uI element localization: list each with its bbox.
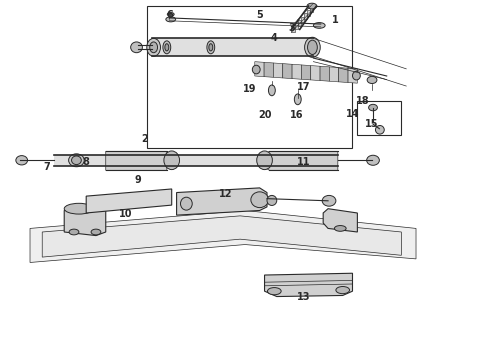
Ellipse shape (367, 155, 379, 165)
Ellipse shape (367, 76, 377, 84)
Polygon shape (86, 189, 172, 213)
Text: 1: 1 (332, 15, 339, 26)
Polygon shape (273, 63, 283, 78)
Polygon shape (311, 66, 320, 81)
Ellipse shape (180, 197, 192, 210)
Bar (307, 10, 310, 15)
Ellipse shape (268, 288, 281, 295)
Ellipse shape (165, 44, 169, 51)
Polygon shape (348, 68, 357, 83)
Ellipse shape (267, 195, 277, 206)
Ellipse shape (91, 229, 101, 235)
Ellipse shape (69, 229, 79, 235)
Ellipse shape (305, 37, 320, 57)
Bar (54, 155, 338, 166)
Text: 15: 15 (365, 120, 379, 129)
Ellipse shape (166, 17, 175, 22)
Ellipse shape (334, 226, 346, 231)
Text: 10: 10 (119, 209, 132, 219)
Ellipse shape (251, 192, 269, 208)
Polygon shape (292, 64, 301, 79)
Ellipse shape (294, 94, 301, 105)
Bar (301, 17, 304, 22)
Bar (298, 20, 301, 26)
Text: 19: 19 (243, 84, 257, 94)
Text: 17: 17 (297, 82, 310, 92)
Ellipse shape (336, 287, 349, 294)
Ellipse shape (16, 156, 27, 165)
Ellipse shape (308, 40, 318, 54)
Text: 4: 4 (271, 33, 278, 43)
Polygon shape (176, 188, 267, 215)
Ellipse shape (150, 42, 158, 53)
Ellipse shape (252, 65, 260, 74)
Ellipse shape (69, 154, 84, 167)
Bar (152, 39, 314, 56)
Ellipse shape (322, 195, 336, 206)
Text: 5: 5 (256, 10, 263, 20)
Bar (147, 6, 352, 148)
Polygon shape (301, 65, 311, 80)
Ellipse shape (352, 71, 360, 80)
Polygon shape (339, 68, 348, 82)
Ellipse shape (375, 126, 384, 134)
Polygon shape (264, 62, 273, 77)
Bar (304, 13, 307, 19)
Ellipse shape (209, 44, 213, 51)
Bar (310, 6, 314, 12)
Ellipse shape (207, 41, 215, 54)
Polygon shape (106, 151, 176, 170)
Ellipse shape (163, 41, 171, 54)
Polygon shape (64, 205, 106, 235)
Bar (292, 27, 294, 32)
Polygon shape (329, 67, 339, 82)
Ellipse shape (368, 104, 377, 111)
Polygon shape (262, 151, 338, 170)
Ellipse shape (164, 151, 179, 170)
Ellipse shape (147, 39, 160, 56)
Text: 6: 6 (166, 10, 172, 20)
Text: 7: 7 (44, 162, 50, 172)
Text: 9: 9 (134, 175, 141, 185)
Ellipse shape (257, 151, 272, 170)
Text: 14: 14 (346, 109, 359, 119)
Ellipse shape (307, 3, 317, 9)
Text: 20: 20 (258, 111, 271, 121)
Polygon shape (283, 64, 292, 78)
Text: 12: 12 (219, 189, 232, 199)
Ellipse shape (269, 85, 275, 96)
Ellipse shape (131, 42, 143, 53)
Text: 16: 16 (290, 111, 303, 121)
Ellipse shape (72, 156, 81, 165)
Text: 8: 8 (83, 157, 90, 167)
Polygon shape (265, 273, 352, 297)
Ellipse shape (314, 23, 325, 28)
Text: 18: 18 (355, 96, 369, 106)
Polygon shape (320, 66, 329, 81)
Text: 2: 2 (142, 134, 148, 144)
Bar (294, 23, 298, 29)
Polygon shape (323, 209, 357, 232)
Ellipse shape (64, 203, 94, 214)
Bar (357, 101, 401, 135)
Text: 13: 13 (297, 292, 310, 302)
Polygon shape (255, 62, 264, 77)
Text: 3: 3 (288, 23, 295, 33)
Text: 11: 11 (297, 157, 310, 167)
Ellipse shape (167, 13, 174, 16)
Polygon shape (30, 211, 416, 262)
Polygon shape (42, 216, 401, 257)
